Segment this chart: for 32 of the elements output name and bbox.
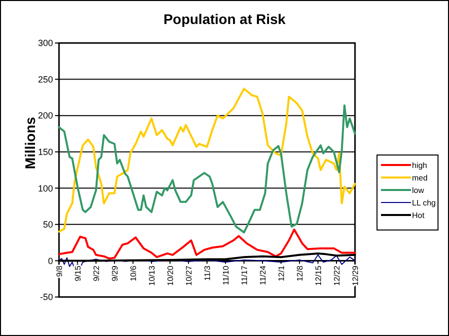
x-tick-label: 12/22 [332,265,342,286]
x-tick-label: 11/10 [221,265,230,286]
x-tick-label: 10/6 [128,265,138,282]
y-tick-label: -50 [40,292,53,302]
x-tick-label: 11/17 [240,265,249,286]
x-tick-label: 11/3 [202,265,212,281]
y-tick-label: 150 [38,147,53,158]
x-tick-label: 9/22 [92,265,101,282]
legend-label: LL chg [412,198,436,208]
y-axis-title: Millions [22,116,38,170]
y-tick-label: 100 [38,183,53,194]
x-tick-label: 9/8 [54,265,64,277]
legend-label: low [412,186,424,195]
x-tick-label: 12/8 [295,265,304,282]
legend-label: Hot [412,210,426,220]
y-tick-label: 250 [38,74,53,84]
x-tick-label: 10/20 [166,265,175,286]
x-tick-label: 12/15 [314,265,323,286]
x-tick-label: 9/15 [73,265,82,282]
x-tick-label: 12/29 [350,265,360,286]
legend-label: med [412,173,428,182]
y-tick-label: 50 [42,220,53,230]
x-tick-label: 11/24 [258,265,268,286]
x-tick-label: 12/1 [276,265,286,282]
x-tick-label: 9/29 [110,265,120,282]
y-tick-label: 0 [48,256,53,266]
legend-label: high [412,160,428,170]
x-tick-label: 10/13 [147,265,156,286]
y-tick-label: 300 [38,38,53,48]
chart-title: Population at Risk [163,11,286,27]
y-tick-label: 200 [38,110,53,121]
x-tick-label: 10/27 [184,265,194,286]
